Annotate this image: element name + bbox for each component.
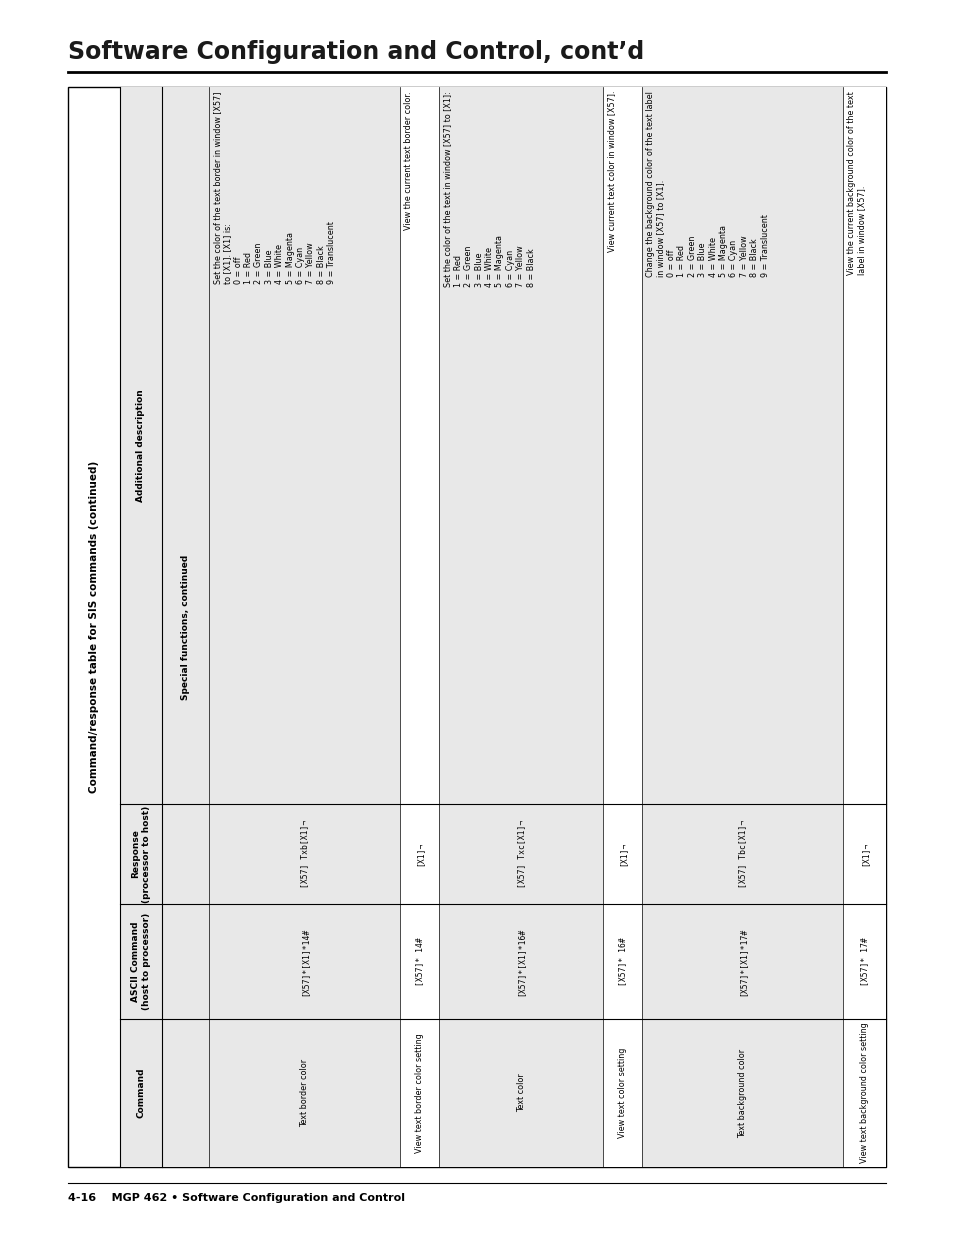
Text: [X1]¬: [X1]¬: [859, 842, 868, 866]
Bar: [120, 804, 162, 904]
Bar: [842, 804, 885, 904]
Bar: [209, 904, 400, 1019]
Bar: [209, 86, 400, 804]
Bar: [162, 1019, 209, 1167]
Text: [X57]*[X1]*17#: [X57]*[X1]*17#: [738, 927, 746, 995]
Bar: [120, 904, 162, 1019]
Text: Software Configuration and Control, cont’d: Software Configuration and Control, cont…: [68, 40, 643, 64]
Bar: [439, 904, 602, 1019]
Bar: [641, 904, 842, 1019]
Text: [X57]* 16#: [X57]* 16#: [618, 937, 626, 986]
Bar: [842, 1019, 885, 1167]
Text: Set the color of the text in window [X57] to [X1]:
1 = Red
2 = Green
3 = Blue
4 : Set the color of the text in window [X57…: [443, 91, 535, 287]
Bar: [209, 804, 400, 904]
Bar: [400, 1019, 439, 1167]
Bar: [439, 1019, 602, 1167]
Text: Additional description: Additional description: [136, 389, 146, 501]
Text: Text border color: Text border color: [299, 1058, 309, 1128]
Bar: [162, 86, 209, 804]
Text: Response
(processor to host): Response (processor to host): [132, 805, 151, 903]
Bar: [162, 804, 209, 904]
Bar: [602, 904, 641, 1019]
Bar: [602, 86, 641, 804]
Bar: [602, 804, 641, 904]
Bar: [641, 1019, 842, 1167]
Bar: [400, 804, 439, 904]
Bar: [400, 904, 439, 1019]
Text: Command/response table for SIS commands (continued): Command/response table for SIS commands …: [89, 461, 99, 793]
Text: View the current text border color.: View the current text border color.: [404, 91, 413, 230]
Bar: [842, 904, 885, 1019]
Text: [X57]*[X1]*14#: [X57]*[X1]*14#: [299, 927, 309, 995]
Bar: [120, 86, 162, 804]
Text: [X57] Txc[X1]¬: [X57] Txc[X1]¬: [517, 820, 525, 888]
Text: View current text color in window [X57].: View current text color in window [X57].: [606, 91, 616, 252]
Text: View the current background color of the text
label in window [X57].: View the current background color of the…: [846, 91, 865, 274]
Bar: [400, 86, 439, 804]
Text: [X1]¬: [X1]¬: [618, 842, 626, 866]
Bar: [209, 1019, 400, 1167]
Bar: [439, 86, 602, 804]
Text: Text color: Text color: [517, 1073, 525, 1113]
Text: ASCII Command
(host to processor): ASCII Command (host to processor): [132, 913, 151, 1010]
Bar: [120, 1019, 162, 1167]
Bar: [68, 86, 885, 1167]
Text: [X57] Tbc[X1]¬: [X57] Tbc[X1]¬: [738, 820, 746, 888]
Text: [X57]*[X1]*16#: [X57]*[X1]*16#: [517, 927, 525, 995]
Bar: [641, 804, 842, 904]
Text: [X57] Txb[X1]¬: [X57] Txb[X1]¬: [299, 820, 309, 888]
Bar: [842, 86, 885, 804]
Text: [X57]* 17#: [X57]* 17#: [859, 937, 868, 986]
Text: Special functions, continued: Special functions, continued: [181, 555, 190, 699]
Bar: [641, 86, 842, 804]
Text: [X1]¬: [X1]¬: [415, 842, 424, 866]
Bar: [162, 904, 209, 1019]
Text: View text color setting: View text color setting: [618, 1047, 626, 1139]
Bar: [439, 804, 602, 904]
Text: Text background color: Text background color: [738, 1049, 746, 1137]
Text: [X57]* 14#: [X57]* 14#: [415, 937, 424, 986]
Text: 4-16    MGP 462 • Software Configuration and Control: 4-16 MGP 462 • Software Configuration an…: [68, 1193, 405, 1203]
Bar: [602, 1019, 641, 1167]
Text: Command: Command: [136, 1068, 146, 1118]
Text: Set the color of the text border in window [X57]
to [X1]. [X1] is:
0 = off
1 = R: Set the color of the text border in wind…: [213, 91, 335, 284]
Text: Change the background color of the text label
in window [X57] to [X1].
0 = off
1: Change the background color of the text …: [645, 91, 769, 277]
Text: View text background color setting: View text background color setting: [859, 1023, 868, 1163]
Text: View text border color setting: View text border color setting: [415, 1034, 424, 1153]
